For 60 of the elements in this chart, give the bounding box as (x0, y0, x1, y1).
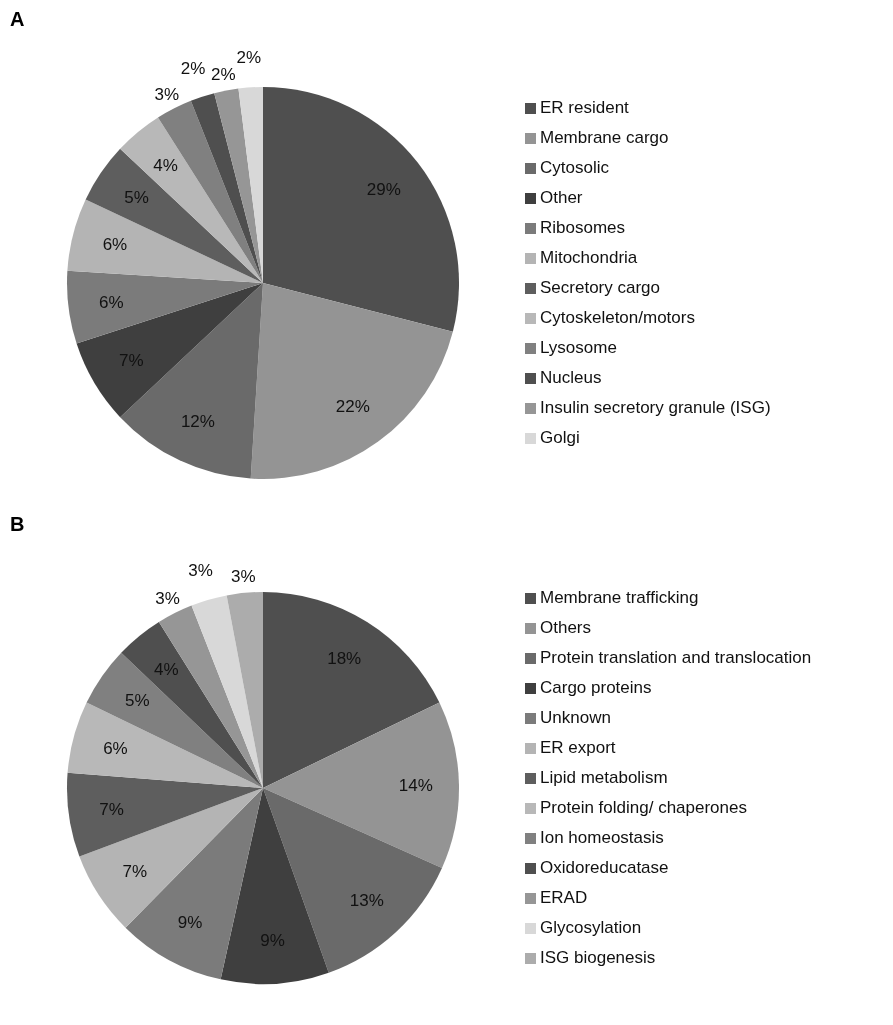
data-label: 4% (154, 660, 179, 680)
legend-label: Others (540, 618, 592, 637)
legend-label: Protein folding/ chaperones (540, 798, 747, 817)
legend-label: Membrane trafficking (540, 588, 699, 607)
legend-label: Nucleus (540, 368, 602, 387)
legend-label: ISG biogenesis (540, 948, 656, 967)
legend-label: ER export (540, 738, 616, 757)
pie-slice (85, 148, 263, 283)
legend-label: Cargo proteins (540, 678, 652, 697)
chart-title: B (9, 513, 26, 537)
data-label: 12% (180, 411, 215, 431)
legend-label: Golgi (540, 428, 580, 447)
data-label: 4% (153, 155, 178, 175)
legend-label: Ion homeostasis (540, 828, 664, 847)
legend-label: Mitochondria (540, 248, 638, 267)
legend-label: Glycosylation (540, 918, 642, 937)
data-label: 3% (230, 567, 256, 587)
data-label: 6% (103, 738, 128, 758)
data-label: 14% (398, 776, 433, 796)
legend-label: Cytoskeleton/motors (540, 308, 695, 327)
legend-label: Cytosolic (540, 158, 609, 177)
data-label: 3% (155, 589, 180, 609)
pie-slice (86, 652, 263, 788)
pie-slice (220, 788, 329, 984)
data-label: 6% (102, 235, 128, 255)
legend-label: Secretory cargo (540, 278, 660, 297)
legend-label: Lipid metabolism (540, 768, 668, 787)
data-label: 7% (122, 861, 148, 881)
data-label: 18% (327, 648, 362, 668)
legend-label: Membrane cargo (540, 128, 669, 147)
legend-label: Protein translation and translocation (540, 648, 812, 667)
data-label: 3% (188, 561, 213, 581)
data-label: 2% (180, 58, 206, 78)
data-label: 3% (154, 84, 180, 104)
data-label: 7% (99, 799, 124, 819)
data-label: 13% (349, 890, 384, 910)
pie-slice (226, 592, 263, 788)
legend-label: Ribosomes (540, 218, 626, 237)
legend-label: Other (540, 188, 583, 207)
pie-slice (125, 788, 263, 980)
legend-label: Insulin secretory granule (ISG) (540, 398, 771, 417)
data-label: 5% (125, 691, 150, 711)
data-label: 2% (236, 47, 262, 67)
data-label: 29% (366, 179, 401, 199)
data-label: 22% (335, 397, 370, 417)
data-label: 6% (99, 292, 124, 312)
legend-label: Lysosome (540, 338, 617, 357)
data-label: 2% (210, 65, 236, 85)
pie-slice (263, 702, 459, 868)
pie-slice (250, 283, 453, 479)
legend-label: ERAD (540, 888, 588, 907)
data-label: 5% (124, 187, 149, 207)
legend-label: Unknown (540, 708, 611, 727)
legend-label: Oxidoreducatase (540, 858, 669, 877)
pie-slice (67, 270, 263, 344)
pie-slice (191, 595, 263, 788)
chart-title: A (9, 8, 26, 32)
data-label: 9% (177, 912, 203, 932)
pie-slice (214, 88, 263, 283)
legend-label: ER resident (540, 98, 629, 117)
